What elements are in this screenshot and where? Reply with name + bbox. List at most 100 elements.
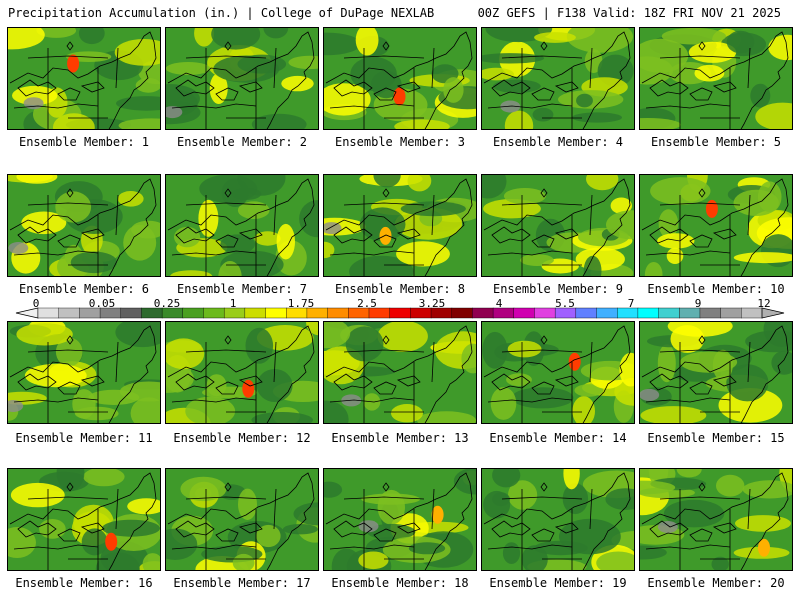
ensemble-member-map	[323, 321, 477, 424]
station-marker-icon	[224, 41, 232, 51]
colorbar-tick-label: 12	[757, 297, 771, 310]
colorbar-bin	[244, 307, 267, 319]
precipitation-field	[166, 322, 318, 423]
ensemble-member-map	[165, 174, 319, 277]
colorbar-tick-label: 9	[694, 297, 702, 310]
station-marker-icon	[698, 335, 706, 345]
station-marker-icon	[382, 335, 390, 345]
colorbar-bin	[389, 307, 411, 319]
precipitation-field	[324, 175, 476, 276]
colorbar-bin	[472, 307, 494, 319]
ensemble-member-map	[323, 468, 477, 571]
colorbar-bin	[720, 307, 742, 319]
station-marker-icon	[224, 482, 232, 492]
run-valid-time: 00Z GEFS | F138 Valid: 18Z FRI NOV 21 20…	[477, 6, 781, 20]
colorbar-bin	[99, 307, 122, 319]
colorbar-tick-label: 7	[627, 297, 635, 310]
member-label: Ensemble Member: 3	[334, 135, 466, 149]
station-marker-icon	[540, 188, 548, 198]
ensemble-member-map	[639, 468, 793, 571]
precipitation-field	[166, 469, 318, 570]
colorbar-bin	[617, 307, 639, 319]
precipitation-field	[640, 28, 792, 129]
station-marker-icon	[698, 188, 706, 198]
member-label: Ensemble Member: 9	[492, 282, 624, 296]
colorbar-bin	[223, 307, 246, 319]
ensemble-member-map	[7, 468, 161, 571]
colorbar-bin	[141, 307, 163, 319]
station-marker-icon	[540, 482, 548, 492]
member-label: Ensemble Member: 20	[647, 576, 785, 590]
station-marker-icon	[540, 41, 548, 51]
precipitation-field	[8, 469, 160, 570]
ensemble-member-map	[7, 27, 161, 130]
member-label: Ensemble Member: 8	[334, 282, 466, 296]
station-marker-icon	[382, 188, 390, 198]
member-label: Ensemble Member: 10	[647, 282, 785, 296]
precipitation-field	[482, 175, 634, 276]
ensemble-member-map	[323, 174, 477, 277]
colorbar-tick-label: 0.25	[153, 297, 181, 310]
colorbar-bin	[492, 307, 515, 319]
colorbar-tick-label: 2.5	[357, 297, 377, 310]
colorbar-bin	[513, 307, 535, 319]
station-marker-icon	[224, 188, 232, 198]
colorbar-tick-label: 4	[495, 297, 503, 310]
colorbar-bin	[182, 307, 204, 319]
member-label: Ensemble Member: 18	[331, 576, 469, 590]
colorbar-bin	[554, 307, 577, 319]
colorbar-bin	[658, 307, 680, 319]
precipitation-field	[640, 322, 792, 423]
station-marker-icon	[382, 41, 390, 51]
colorbar-max-arrow	[761, 307, 785, 319]
precipitation-field	[166, 28, 318, 129]
colorbar-bin	[637, 307, 660, 319]
station-marker-icon	[698, 41, 706, 51]
colorbar-tick-label: 0.05	[88, 297, 116, 310]
member-label: Ensemble Member: 13	[331, 431, 469, 445]
ensemble-member-map	[481, 27, 635, 130]
member-label: Ensemble Member: 19	[489, 576, 627, 590]
member-label: Ensemble Member: 4	[492, 135, 624, 149]
station-marker-icon	[224, 335, 232, 345]
colorbar-bin	[306, 307, 329, 319]
colorbar-bin	[679, 307, 701, 319]
colorbar-bin	[741, 307, 763, 319]
colorbar-bin	[79, 307, 101, 319]
precipitation-field	[482, 322, 634, 423]
colorbar-bin	[203, 307, 225, 319]
precipitation-field	[324, 322, 476, 423]
member-label: Ensemble Member: 1	[18, 135, 150, 149]
member-label: Ensemble Member: 6	[18, 282, 150, 296]
ensemble-member-map	[481, 468, 635, 571]
member-label: Ensemble Member: 12	[173, 431, 311, 445]
precipitation-field	[640, 469, 792, 570]
member-label: Ensemble Member: 5	[650, 135, 782, 149]
station-marker-icon	[66, 335, 74, 345]
station-marker-icon	[66, 41, 74, 51]
colorbar-bin	[120, 307, 142, 319]
ensemble-member-map	[165, 27, 319, 130]
colorbar-tick-label: 1	[229, 297, 237, 310]
colorbar-tick-label: 5.5	[555, 297, 575, 310]
ensemble-member-map	[7, 321, 161, 424]
precipitation-field	[8, 322, 160, 423]
station-marker-icon	[66, 188, 74, 198]
member-label: Ensemble Member: 17	[173, 576, 311, 590]
colorbar-tick-label: 3.25	[418, 297, 446, 310]
colorbar-bin	[58, 307, 80, 319]
colorbar-bin	[430, 307, 453, 319]
colorbar-bin	[534, 307, 556, 319]
ensemble-member-map	[7, 174, 161, 277]
station-marker-icon	[66, 482, 74, 492]
station-marker-icon	[540, 335, 548, 345]
precipitation-field	[324, 469, 476, 570]
colorbar-tick-labels: 0 0.05 0.25 1 1.75 2.5 3.25 4 5.5 7 9 12	[0, 297, 800, 310]
station-marker-icon	[382, 482, 390, 492]
precipitation-field	[8, 175, 160, 276]
colorbar-tick-label: 1.75	[287, 297, 315, 310]
colorbar-bin	[37, 307, 60, 319]
colorbar-bin	[410, 307, 432, 319]
member-label: Ensemble Member: 14	[489, 431, 627, 445]
ensemble-member-map	[639, 321, 793, 424]
